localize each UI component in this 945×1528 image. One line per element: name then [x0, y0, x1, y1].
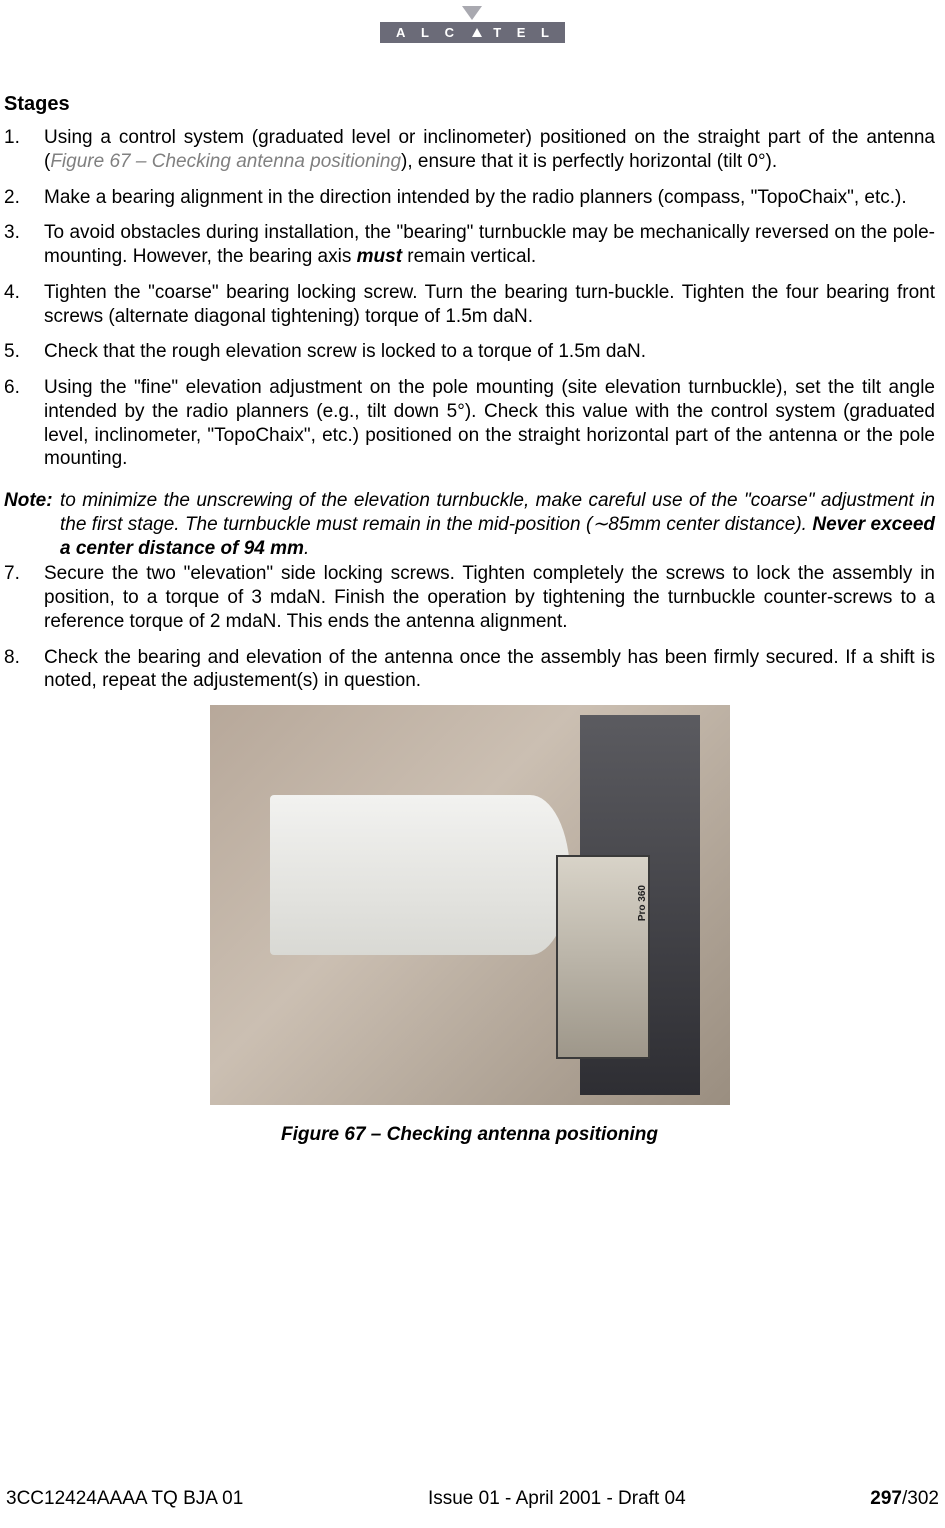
list-text: Secure the two "elevation" side locking …	[44, 563, 935, 632]
stages-list: 1. Using a control system (graduated lev…	[4, 126, 935, 471]
list-text: To avoid obstacles during installation, …	[44, 222, 935, 267]
list-text: Using the "fine" elevation adjustment on…	[44, 377, 935, 469]
list-item: 4. Tighten the "coarse" bearing locking …	[4, 281, 935, 329]
list-number: 8.	[4, 646, 34, 670]
list-item: 6. Using the "fine" elevation adjustment…	[4, 376, 935, 471]
page-footer: 3CC12424AAAA TQ BJA 01 Issue 01 - April …	[0, 1488, 945, 1510]
list-number: 5.	[4, 340, 34, 364]
content-area: Stages 1. Using a control system (gradua…	[0, 43, 945, 1146]
note-body: to minimize the unscrewing of the elevat…	[60, 490, 935, 559]
list-text: Tighten the "coarse" bearing locking scr…	[44, 282, 935, 327]
stages-list-continued: 7. Secure the two "elevation" side locki…	[4, 562, 935, 693]
list-number: 1.	[4, 126, 34, 150]
logo-triangle-icon	[462, 6, 482, 20]
alcatel-logo: A L C T E L	[380, 6, 565, 43]
footer-doc-id: 3CC12424AAAA TQ BJA 01	[6, 1488, 243, 1510]
list-item: 2. Make a bearing alignment in the direc…	[4, 186, 935, 210]
list-item: 1. Using a control system (graduated lev…	[4, 126, 935, 174]
figure-image: Pro 360	[210, 705, 730, 1105]
list-item: 7. Secure the two "elevation" side locki…	[4, 562, 935, 633]
figure-block: Pro 360 Figure 67 – Checking antenna pos…	[4, 705, 935, 1146]
list-number: 3.	[4, 221, 34, 245]
section-heading: Stages	[4, 93, 935, 116]
note-label: Note:	[4, 489, 53, 513]
list-number: 6.	[4, 376, 34, 400]
list-text: Check the bearing and elevation of the a…	[44, 647, 935, 692]
figure-antenna	[270, 795, 570, 955]
footer-issue: Issue 01 - April 2001 - Draft 04	[428, 1488, 686, 1510]
footer-page: 297/302	[870, 1488, 939, 1510]
figure-reference: Figure 67 – Checking antenna positioning	[50, 151, 401, 172]
page: A L C T E L Stages 1. Using a control sy…	[0, 0, 945, 1528]
logo-text: A L C T E L	[380, 22, 565, 43]
emphasis-must: must	[357, 246, 402, 267]
list-text: Make a bearing alignment in the directio…	[44, 187, 907, 208]
list-number: 2.	[4, 186, 34, 210]
list-item: 5. Check that the rough elevation screw …	[4, 340, 935, 364]
list-number: 7.	[4, 562, 34, 586]
note-block: Note: to minimize the unscrewing of the …	[4, 489, 935, 560]
logo-area: A L C T E L	[0, 0, 945, 43]
figure-caption: Figure 67 – Checking antenna positioning	[4, 1124, 935, 1146]
logo-mid-triangle-icon	[472, 28, 482, 37]
figure-level-device	[556, 855, 650, 1059]
list-text: Using a control system (graduated level …	[44, 127, 935, 172]
list-item: 3. To avoid obstacles during installatio…	[4, 221, 935, 269]
list-text: Check that the rough elevation screw is …	[44, 341, 646, 362]
list-number: 4.	[4, 281, 34, 305]
figure-level-label: Pro 360	[638, 885, 649, 921]
list-item: 8. Check the bearing and elevation of th…	[4, 646, 935, 694]
